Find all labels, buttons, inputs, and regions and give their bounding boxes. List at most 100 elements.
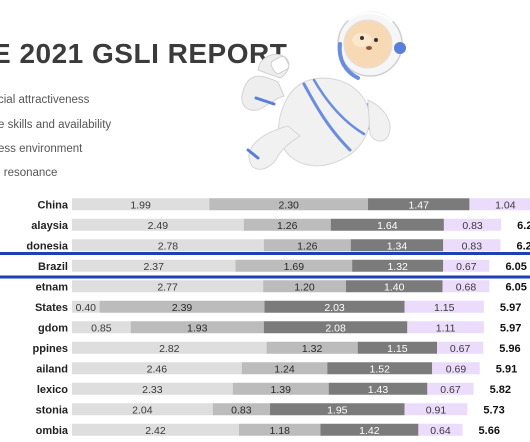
category-label: stonia	[36, 404, 69, 416]
bar-segment	[212, 403, 271, 416]
bar-row: ombia 2.42 1.18 1.42 0.64 5.66	[36, 423, 500, 437]
category-label: ppines	[33, 343, 68, 355]
bar-segment	[404, 300, 484, 313]
astronaut-illustration	[241, 11, 406, 170]
category-label: alaysia	[31, 220, 69, 232]
bar-segment	[442, 280, 490, 293]
segment-value-label: 1.69	[284, 261, 305, 273]
segment-value-label: 0.91	[426, 404, 447, 416]
bar-segment	[72, 423, 239, 436]
segment-value-label: 0.67	[456, 261, 477, 273]
category-label: Brazil	[38, 261, 68, 273]
segment-value-label: 1.15	[387, 343, 408, 355]
report-title: E 2021 GSLI REPORT	[0, 38, 288, 69]
segment-value-label: 1.64	[377, 220, 398, 232]
bar-row: gdom 0.85 1.93 2.08 1.11 5.97	[38, 321, 521, 334]
bar-segment	[130, 321, 264, 334]
segment-value-label: 2.78	[158, 240, 179, 252]
bar-segment	[443, 259, 490, 272]
bar-row: Brazil 2.37 1.69 1.32 0.67 6.05	[38, 259, 527, 273]
total-value-label: 5.97	[500, 302, 521, 314]
total-value-label: 6.05	[505, 261, 526, 273]
segment-value-label: 1.04	[495, 199, 516, 211]
bar-segment	[443, 218, 502, 231]
category-label: ailand	[36, 363, 68, 375]
bar-row: ppines 2.82 1.32 1.15 0.67 5.96	[33, 341, 521, 355]
category-label: gdom	[38, 322, 68, 334]
bar-segment	[263, 280, 346, 293]
bar-segment	[72, 341, 267, 354]
segment-value-label: 1.43	[368, 384, 389, 396]
segment-value-label: 2.37	[144, 261, 165, 273]
segment-value-label: 1.93	[187, 322, 208, 334]
segment-value-label: 1.20	[294, 281, 315, 293]
bar-row: etnam 2.77 1.20 1.40 0.68 6.05	[36, 280, 527, 293]
bar-segment	[443, 239, 501, 252]
total-value-label: 5.96	[499, 343, 520, 355]
bar-segment	[72, 403, 213, 416]
bar-segment	[427, 382, 474, 395]
bar-segment	[350, 239, 444, 252]
bar-segment	[72, 280, 264, 293]
segment-value-label: 0.67	[450, 343, 471, 355]
category-label: etnam	[36, 281, 69, 293]
total-value-label: 6.21	[516, 240, 530, 252]
category-label: lexico	[37, 384, 68, 396]
bar-segment	[404, 403, 468, 416]
bar-segment	[72, 321, 131, 334]
bar-segment	[368, 198, 470, 211]
bar-segment	[327, 362, 433, 375]
category-label: ombia	[36, 425, 69, 437]
segment-value-label: 1.11	[436, 322, 456, 334]
bar-segment	[263, 321, 408, 334]
segment-value-label: 1.42	[359, 425, 380, 437]
bar-segment	[232, 382, 329, 395]
segment-value-label: 0.68	[456, 281, 477, 293]
bar-segment	[345, 280, 443, 293]
bar-segment	[72, 382, 233, 395]
bar-segment	[352, 259, 444, 272]
bar-row: States 0.40 2.39 2.03 1.15 5.97	[35, 300, 521, 314]
bar-segment	[243, 218, 331, 231]
bar-segment	[270, 403, 405, 416]
segment-value-label: 2.03	[324, 302, 345, 314]
bar-segment	[432, 362, 480, 375]
segment-value-label: 0.67	[440, 384, 461, 396]
segment-value-label: 2.30	[278, 199, 299, 211]
bar-segment	[263, 239, 351, 252]
segment-value-label: 1.24	[274, 363, 295, 375]
bar-segment	[209, 198, 369, 211]
segment-value-label: 2.33	[142, 384, 163, 396]
bar-segment	[72, 239, 264, 252]
bar-segment	[357, 341, 438, 354]
segment-value-label: 2.49	[148, 220, 169, 232]
segment-value-label: 1.99	[130, 199, 151, 211]
segment-value-label: 0.83	[462, 220, 483, 232]
bar-segment	[469, 198, 530, 211]
segment-value-label: 1.39	[271, 384, 292, 396]
bar-segment	[235, 259, 353, 272]
bar-segment	[320, 423, 419, 436]
bar-segment	[407, 321, 484, 334]
category-label: China	[37, 199, 68, 211]
total-value-label: 6.22	[517, 220, 530, 232]
total-value-label: 6.05	[505, 281, 526, 293]
segment-value-label: 1.40	[384, 281, 405, 293]
segment-value-label: 1.47	[409, 199, 430, 211]
bar-segment	[72, 362, 242, 375]
bar-segment	[241, 362, 328, 375]
bar-segment	[72, 218, 244, 231]
category-label: donesia	[26, 240, 68, 252]
segment-value-label: 1.95	[327, 404, 348, 416]
legend-item-business-environment: ess environment	[0, 143, 83, 155]
segment-value-label: 2.77	[157, 281, 178, 293]
segment-value-label: 1.26	[297, 240, 318, 252]
total-value-label: 5.82	[490, 384, 511, 396]
bar-segment	[238, 423, 321, 436]
bar-segment	[328, 382, 428, 395]
segment-value-label: 2.08	[325, 322, 346, 334]
segment-value-label: 2.04	[132, 404, 153, 416]
stacked-bar-chart: China1.992.301.471.046.80alaysia2.491.26…	[0, 198, 530, 437]
segment-value-label: 2.46	[147, 363, 168, 375]
